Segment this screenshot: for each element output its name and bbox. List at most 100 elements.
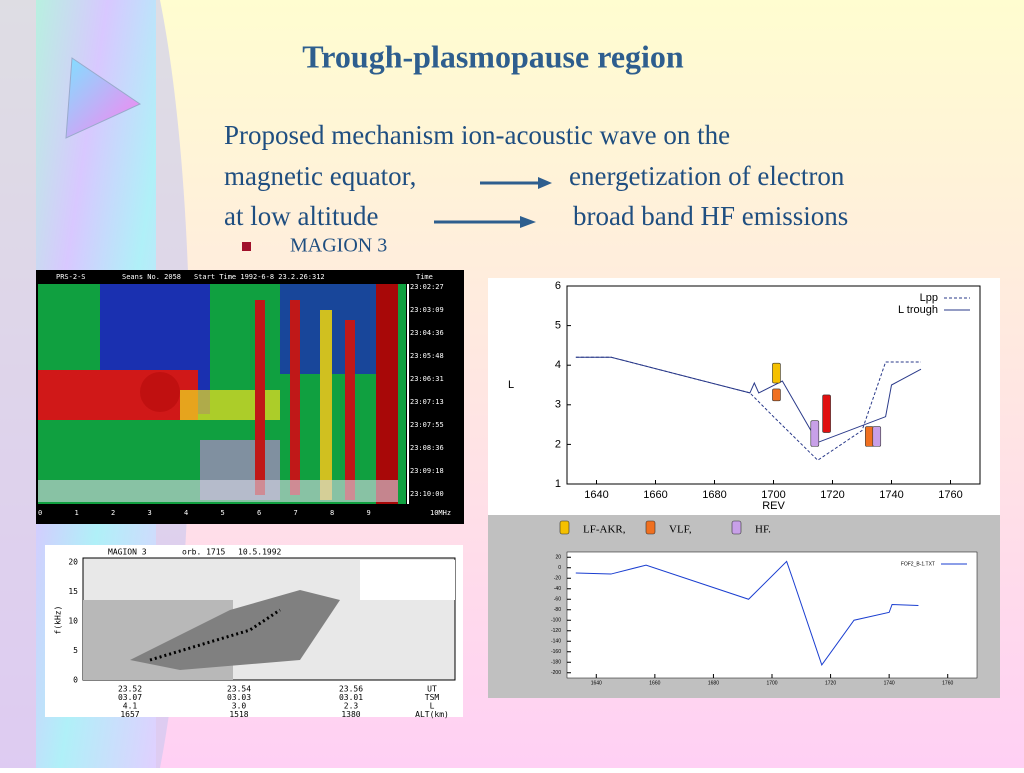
interval-bar: [772, 362, 781, 384]
y-tick-label: 2: [555, 438, 561, 450]
series-line: [575, 356, 921, 461]
body-line: magnetic equator,: [224, 161, 416, 191]
interval-bar: [872, 426, 882, 447]
time-label: 23:10:00: [410, 490, 444, 498]
y-tick-label: 6: [555, 280, 561, 292]
y-tick-label: 3: [555, 399, 561, 411]
interval-bar: [822, 394, 831, 433]
x-tick-label: 1660: [649, 680, 660, 686]
x-axis-label: REV: [762, 500, 785, 512]
decor-triangle: [65, 57, 142, 139]
freq-label: 8: [330, 509, 334, 517]
y-tick-label: 5: [73, 646, 78, 655]
chart-panel: [567, 552, 977, 678]
x-tick-label: 1760: [942, 680, 953, 686]
table-cell: 1518: [229, 710, 248, 719]
spectrogram-2: [45, 545, 463, 717]
x-tick-label: 1700: [761, 489, 785, 501]
body-line: broad band HF emissions: [573, 201, 848, 231]
x-tick-label: 1720: [820, 489, 844, 501]
y-tick-label: -40: [554, 586, 561, 592]
freq-label: 3: [148, 509, 152, 517]
chart-panel: [488, 278, 1000, 515]
y-tick-label: -120: [551, 628, 561, 634]
y-tick-label: 15: [68, 587, 78, 596]
time-label: 23:03:09: [410, 306, 444, 314]
x-tick-label: 1680: [708, 680, 719, 686]
table-cell: 3.0: [232, 702, 247, 711]
freq-label: 4: [184, 509, 188, 517]
table-cell: 4.1: [123, 702, 138, 711]
legend-swatch: [559, 520, 570, 535]
time-label: 23:09:18: [410, 467, 444, 475]
y-tick-label: -100: [551, 618, 561, 624]
y-tick-label: -160: [551, 649, 561, 655]
x-tick-label: 1740: [884, 680, 895, 686]
y-tick-label: 20: [555, 555, 561, 561]
table-cell: 03.01: [339, 693, 363, 702]
title: Trough-plasmopause region: [302, 38, 684, 74]
time-label: 23:07:55: [410, 421, 444, 429]
x-tick-label: 1680: [702, 489, 726, 501]
spectrogram-1: [36, 270, 464, 524]
freq-label: 6: [257, 509, 261, 517]
x-tick-label: 1640: [584, 489, 608, 501]
table-cell: 03.07: [118, 693, 142, 702]
spectrogram-header: MAGION 3: [108, 548, 147, 557]
y-tick-label: 4: [555, 359, 561, 371]
legend-label: L trough: [898, 304, 938, 316]
table-cell: 23.56: [339, 685, 363, 694]
legend-label: VLF,: [669, 524, 692, 536]
table-cell: 23.54: [227, 685, 251, 694]
y-tick-label: 0: [73, 676, 78, 685]
y-tick-label: -60: [554, 597, 561, 603]
body-line: Proposed mechanism ion-acoustic wave on …: [224, 120, 730, 150]
y-axis-label: L: [508, 379, 514, 391]
y-tick-label: 1: [555, 478, 561, 490]
y-tick-label: -200: [551, 670, 561, 676]
body-line: energetization of electron: [569, 161, 845, 191]
y-tick-label: -80: [554, 607, 561, 613]
freq-label: 1: [75, 509, 79, 517]
legend-label: LF-AKR,: [583, 524, 626, 536]
legend-label: HF.: [755, 524, 771, 536]
spectrogram-header: Time: [416, 273, 433, 281]
y-tick-label: -20: [554, 576, 561, 582]
spectrogram-header: 10.5.1992: [238, 548, 282, 557]
interval-bar: [865, 426, 874, 447]
y-tick-label: 20: [68, 558, 78, 567]
legend-swatch: [731, 520, 742, 535]
y-tick-label: 10: [68, 617, 78, 626]
series-line: [575, 356, 922, 444]
arrows: [434, 177, 552, 228]
table-cell: L: [430, 702, 435, 711]
bullet-text: MAGION 3: [290, 235, 387, 257]
table-cell: 1380: [341, 710, 360, 719]
body-line: at low altitude: [224, 201, 378, 231]
freq-label: 7: [294, 509, 298, 517]
x-tick-label: 1740: [879, 489, 903, 501]
table-cell: 03.03: [227, 693, 251, 702]
table-cell: TSM: [425, 693, 440, 702]
time-label: 23:04:36: [410, 329, 444, 337]
table-cell: UT: [427, 685, 437, 694]
time-label: 23:07:13: [410, 398, 444, 406]
interval-bar: [772, 388, 781, 402]
time-label: 23:05:48: [410, 352, 444, 360]
spectrogram-header: PRS-2-S: [56, 273, 86, 281]
spectrogram-header: Seans No. 2058: [122, 273, 181, 281]
time-label: 23:02:27: [410, 283, 444, 291]
freq-label: 10MHz: [430, 509, 451, 517]
x-tick-label: 1760: [938, 489, 962, 501]
x-tick-label: 1640: [591, 680, 602, 686]
legend-label: FOF2_B-1.TXT: [901, 561, 935, 567]
bullet-marker: [242, 242, 251, 251]
x-tick-label: 1660: [643, 489, 667, 501]
y-tick-label: -140: [551, 639, 561, 645]
table-cell: 2.3: [344, 702, 359, 711]
y-tick-label: -180: [551, 660, 561, 666]
legend-swatch: [645, 520, 656, 535]
table-cell: 23.52: [118, 685, 142, 694]
y-tick-label: 5: [555, 320, 561, 332]
